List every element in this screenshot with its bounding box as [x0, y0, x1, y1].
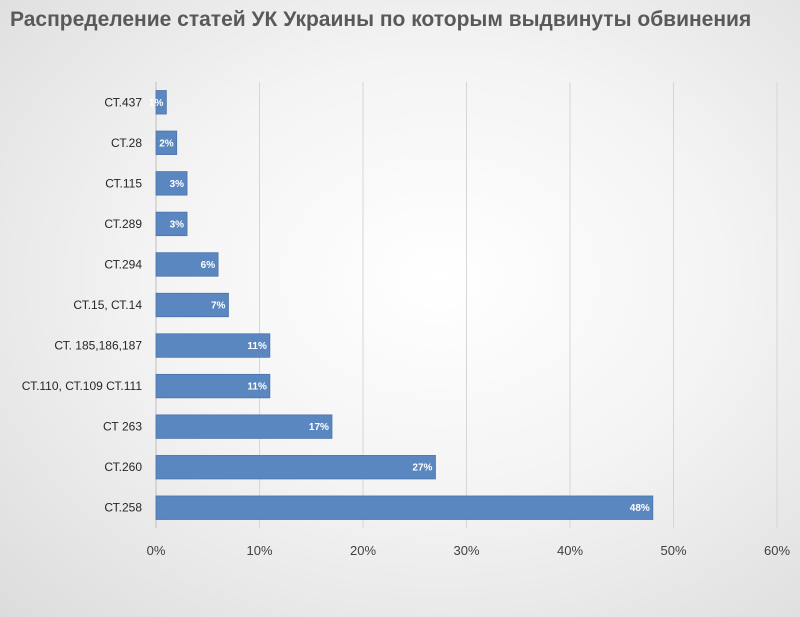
bar [155, 455, 436, 480]
category-label: СТ.437 [104, 95, 142, 109]
data-label: 17% [309, 422, 329, 433]
x-tick-label: 10% [246, 543, 272, 558]
data-label: 11% [247, 382, 267, 393]
bar [155, 333, 271, 358]
x-axis-ticks: 0% 10% 20% 30% 40% 50% 60% [147, 543, 791, 558]
bar [155, 292, 229, 318]
category-label: СТ.28 [111, 136, 142, 150]
x-tick-label: 60% [764, 543, 790, 558]
data-label: 27% [412, 463, 432, 474]
data-label: 2% [159, 138, 174, 149]
data-label: 6% [201, 260, 216, 271]
bar [155, 414, 333, 439]
chart-title: Распределение статей УК Украины по котор… [10, 8, 752, 31]
category-label: СТ.15, СТ.14 [73, 298, 142, 312]
bar [155, 90, 167, 115]
bar [155, 130, 178, 155]
x-tick-label: 30% [453, 543, 479, 558]
x-tick-label: 0% [147, 543, 166, 558]
x-tick-label: 40% [557, 543, 583, 558]
category-labels: СТ.437 СТ.28 СТ.115 СТ.289 СТ.294 СТ.15, СТ.1… [22, 95, 143, 514]
bar [155, 495, 654, 520]
category-label: СТ.258 [104, 501, 142, 515]
bar [155, 373, 271, 399]
data-label: 7% [211, 301, 226, 312]
category-label: СТ.110, СТ.109 СТ.111 [22, 379, 143, 393]
data-label: 3% [170, 219, 185, 230]
data-label: 11% [247, 341, 267, 352]
category-label: СТ.260 [104, 460, 142, 474]
data-label: 1% [149, 98, 164, 109]
category-label: СТ 263 [103, 420, 142, 434]
category-label: СТ.115 [105, 176, 142, 190]
data-label: 3% [170, 179, 185, 190]
bar [155, 252, 219, 277]
x-tick-label: 20% [350, 543, 376, 558]
x-tick-label: 50% [660, 543, 686, 558]
data-label: 48% [630, 503, 650, 514]
bar [155, 171, 188, 196]
bars: 1% 2% 3% 3% 6% 7% 11% 11% 17% 27% 48% [149, 90, 654, 520]
category-label: СТ.289 [104, 217, 142, 231]
category-label: СТ.294 [104, 257, 142, 271]
category-label: СТ. 185,186,187 [54, 339, 142, 353]
bar [155, 211, 188, 237]
